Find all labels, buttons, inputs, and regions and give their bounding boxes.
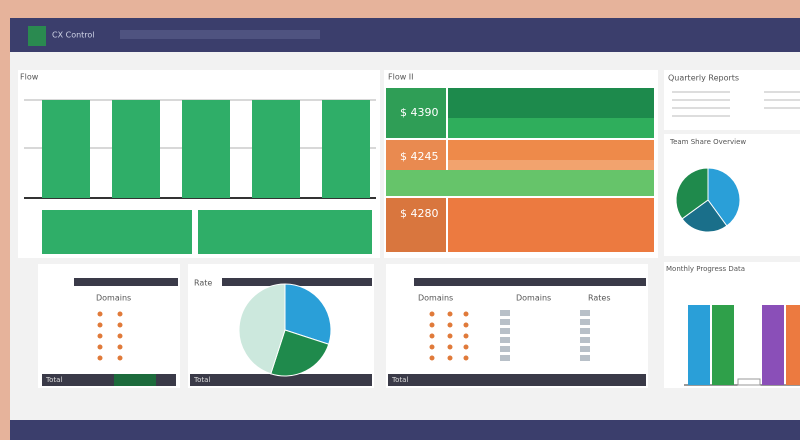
tile-value: $ 4390	[400, 106, 439, 119]
list-dot	[429, 311, 435, 317]
list-dot	[463, 322, 469, 328]
footer-label: Total	[391, 376, 408, 384]
list-dot	[447, 355, 453, 361]
list-dot	[447, 322, 453, 328]
list-dot	[463, 355, 469, 361]
list-dot	[97, 333, 103, 339]
table-cell	[580, 337, 590, 343]
list-dot	[117, 322, 123, 328]
pie-slice	[284, 283, 332, 345]
panel-title: Quarterly Reports	[668, 74, 739, 83]
column-header: Domains	[516, 294, 551, 303]
table-header	[222, 278, 372, 286]
app-title: CX Control	[52, 31, 95, 40]
table-footer	[388, 374, 646, 386]
bar	[786, 305, 800, 385]
band	[448, 118, 654, 138]
table-footer	[190, 374, 372, 386]
tile	[386, 198, 446, 252]
bar	[42, 100, 90, 198]
bar	[182, 100, 230, 198]
pie-slice	[270, 329, 330, 377]
list-dot	[97, 322, 103, 328]
list-dot	[463, 333, 469, 339]
tile	[386, 88, 446, 138]
list-dot	[429, 333, 435, 339]
table-cell	[500, 310, 510, 316]
band	[386, 170, 654, 196]
table-header	[74, 278, 178, 286]
bar	[198, 210, 372, 254]
list-dot	[447, 311, 453, 317]
bar	[112, 100, 160, 198]
table-cell	[580, 328, 590, 334]
app-icon	[28, 26, 46, 46]
column-header: Rate	[194, 279, 212, 288]
list-dot	[117, 333, 123, 339]
table-cell	[580, 355, 590, 361]
bar	[322, 100, 370, 198]
list-dot	[97, 344, 103, 350]
list-dot	[463, 344, 469, 350]
tile	[386, 140, 446, 170]
list-dot	[117, 355, 123, 361]
panel-title: Monthly Progress Data	[666, 265, 745, 273]
bar	[762, 305, 784, 385]
band	[448, 160, 654, 170]
list-dot	[97, 311, 103, 317]
list-dot	[463, 311, 469, 317]
table-cell	[500, 355, 510, 361]
list-dot	[429, 355, 435, 361]
table-cell	[580, 310, 590, 316]
table-header	[414, 278, 646, 286]
column-header: Domains	[418, 294, 453, 303]
bar	[688, 305, 710, 385]
search-box[interactable]	[120, 30, 320, 39]
tile-value: $ 4280	[400, 207, 439, 220]
band	[448, 88, 654, 118]
bar	[737, 378, 761, 386]
table-cell	[500, 328, 510, 334]
table-cell	[500, 337, 510, 343]
panel-title: Team Share Overview	[669, 138, 746, 146]
table-cell	[500, 319, 510, 325]
pie-slice	[707, 167, 741, 227]
list-dot	[97, 355, 103, 361]
panel-title: Flow II	[388, 73, 414, 82]
pie-slice	[681, 199, 728, 233]
tile-value: $ 4245	[400, 150, 439, 163]
list-dot	[447, 344, 453, 350]
list-dot	[447, 333, 453, 339]
panel-title: Flow	[20, 73, 39, 82]
list-dot	[429, 322, 435, 328]
list-dot	[117, 311, 123, 317]
bar	[252, 100, 300, 198]
band	[448, 140, 654, 160]
footer-label: Total	[45, 376, 62, 384]
bottom-bar	[10, 420, 800, 440]
table-cell	[580, 346, 590, 352]
column-header: Domains	[96, 294, 131, 303]
column-header: Rates	[588, 294, 611, 303]
bar	[712, 305, 734, 385]
pie-slice	[675, 167, 709, 220]
bar	[42, 210, 192, 254]
footer-cell	[114, 374, 156, 386]
table-cell	[500, 346, 510, 352]
footer-label: Total	[193, 376, 210, 384]
list-dot	[117, 344, 123, 350]
band	[448, 198, 654, 252]
list-lines	[672, 91, 800, 117]
list-dot	[429, 344, 435, 350]
pie-slice	[238, 283, 286, 375]
table-cell	[580, 319, 590, 325]
